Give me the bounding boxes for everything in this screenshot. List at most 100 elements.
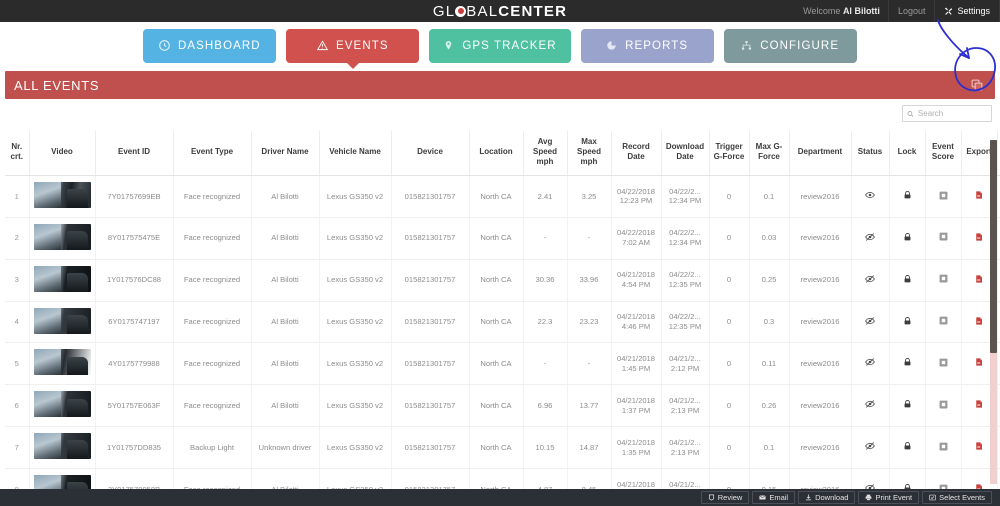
cell-video[interactable] [29,342,96,386]
cell-event-score[interactable] [925,468,962,489]
table-row[interactable]: 5 4Y0175779988 Face recognized Al Bilotti Le… [5,342,1000,386]
lock-icon[interactable] [903,274,912,284]
pdf-icon[interactable] [975,316,983,326]
cell-status[interactable] [851,384,890,428]
pdf-icon[interactable] [975,399,983,409]
pdf-icon[interactable] [975,357,983,367]
table-row[interactable]: 6 5Y01757E063F Face recognized Al Bilotti Le… [5,384,1000,428]
video-thumbnail[interactable] [33,433,91,460]
col-location[interactable]: Location [469,131,524,176]
pdf-icon[interactable] [975,483,983,489]
eye-slash-icon[interactable] [865,274,875,284]
cell-status[interactable] [851,468,890,489]
search-input[interactable] [917,109,987,118]
eye-icon[interactable] [865,190,875,200]
cell-email[interactable] [997,426,1000,470]
col-avg-speed[interactable]: Avg Speed mph [523,131,568,176]
score-icon[interactable] [939,442,948,451]
cell-status[interactable] [851,175,890,218]
logout-link[interactable]: Logout [889,0,935,22]
pdf-icon[interactable] [975,190,983,200]
cell-lock[interactable] [889,301,926,344]
cell-email[interactable] [997,259,1000,302]
cell-video[interactable] [29,259,96,302]
cell-status[interactable] [851,217,890,260]
eye-slash-icon[interactable] [865,399,875,409]
cell-video[interactable] [29,175,96,218]
score-icon[interactable] [939,232,948,241]
cell-lock[interactable] [889,217,926,260]
lock-icon[interactable] [903,357,912,367]
vertical-scrollbar[interactable] [990,140,997,484]
cell-status[interactable] [851,426,890,470]
cell-event-score[interactable] [925,342,962,386]
cell-status[interactable] [851,259,890,302]
score-icon[interactable] [939,484,948,489]
score-icon[interactable] [939,274,948,283]
pdf-icon[interactable] [975,232,983,242]
cell-video[interactable] [29,301,96,344]
col-event-score[interactable]: Event Score [925,131,962,176]
video-thumbnail[interactable] [33,265,91,292]
table-row[interactable]: 4 6Y0175747197 Face recognized Al Bilotti Le… [5,301,1000,344]
col-vehicle-name[interactable]: Vehicle Name [319,131,392,176]
settings-link[interactable]: Settings [935,0,999,22]
cell-event-score[interactable] [925,259,962,302]
cell-video[interactable] [29,217,96,260]
eye-slash-icon[interactable] [865,316,875,326]
select-events-button[interactable]: Select Events [922,491,992,504]
col-device[interactable]: Device [391,131,470,176]
video-thumbnail[interactable] [33,475,91,489]
cell-lock[interactable] [889,259,926,302]
eye-slash-icon[interactable] [865,357,875,367]
cell-lock[interactable] [889,426,926,470]
video-thumbnail[interactable] [33,391,91,418]
col-event-type[interactable]: Event Type [173,131,252,176]
nav-configure[interactable]: CONFIGURE [723,28,857,63]
pdf-icon[interactable] [975,274,983,284]
duplicate-icon[interactable] [967,76,987,94]
cell-email[interactable] [997,175,1000,218]
col-max-speed[interactable]: Max Speed mph [567,131,612,176]
score-icon[interactable] [939,191,948,200]
cell-email[interactable] [997,342,1000,386]
cell-event-score[interactable] [925,217,962,260]
nav-gps-tracker[interactable]: GPS TRACKER [429,28,571,63]
scrollbar-thumb[interactable] [990,140,997,354]
cell-event-score[interactable] [925,384,962,428]
col-record-date[interactable]: Record Date [611,131,662,176]
cell-status[interactable] [851,301,890,344]
nav-events[interactable]: EVENTS [286,28,420,63]
review-button[interactable]: Review [700,491,750,504]
col-max-g-force[interactable]: Max G-Force [749,131,790,176]
email-button[interactable]: Email [752,491,796,504]
col-email[interactable]: Email [997,131,1000,176]
eye-slash-icon[interactable] [865,483,875,489]
download-button[interactable]: Download [798,491,856,504]
eye-slash-icon[interactable] [865,232,875,242]
nav-reports[interactable]: REPORTS [580,28,714,63]
video-thumbnail[interactable] [33,223,91,250]
print-event-button[interactable]: Print Event [858,491,920,504]
table-row[interactable]: 3 1Y017576DC88 Face recognized Al Bilotti Le… [5,259,1000,302]
table-row[interactable]: 1 7Y01757699EB Face recognized Al Bilotti Le… [5,175,1000,218]
lock-icon[interactable] [903,483,912,489]
eye-slash-icon[interactable] [865,441,875,451]
col-department[interactable]: Department [789,131,852,176]
cell-video[interactable] [29,468,96,489]
cell-status[interactable] [851,342,890,386]
cell-lock[interactable] [889,175,926,218]
cell-email[interactable] [997,301,1000,344]
cell-lock[interactable] [889,342,926,386]
cell-lock[interactable] [889,468,926,489]
pdf-icon[interactable] [975,441,983,451]
col-download-date[interactable]: Download Date [661,131,710,176]
lock-icon[interactable] [903,232,912,242]
cell-event-score[interactable] [925,301,962,344]
video-thumbnail[interactable] [33,182,91,208]
col-driver-name[interactable]: Driver Name [251,131,320,176]
col-event-id[interactable]: Event ID [95,131,174,176]
video-thumbnail[interactable] [33,349,91,376]
cell-email[interactable] [997,468,1000,489]
